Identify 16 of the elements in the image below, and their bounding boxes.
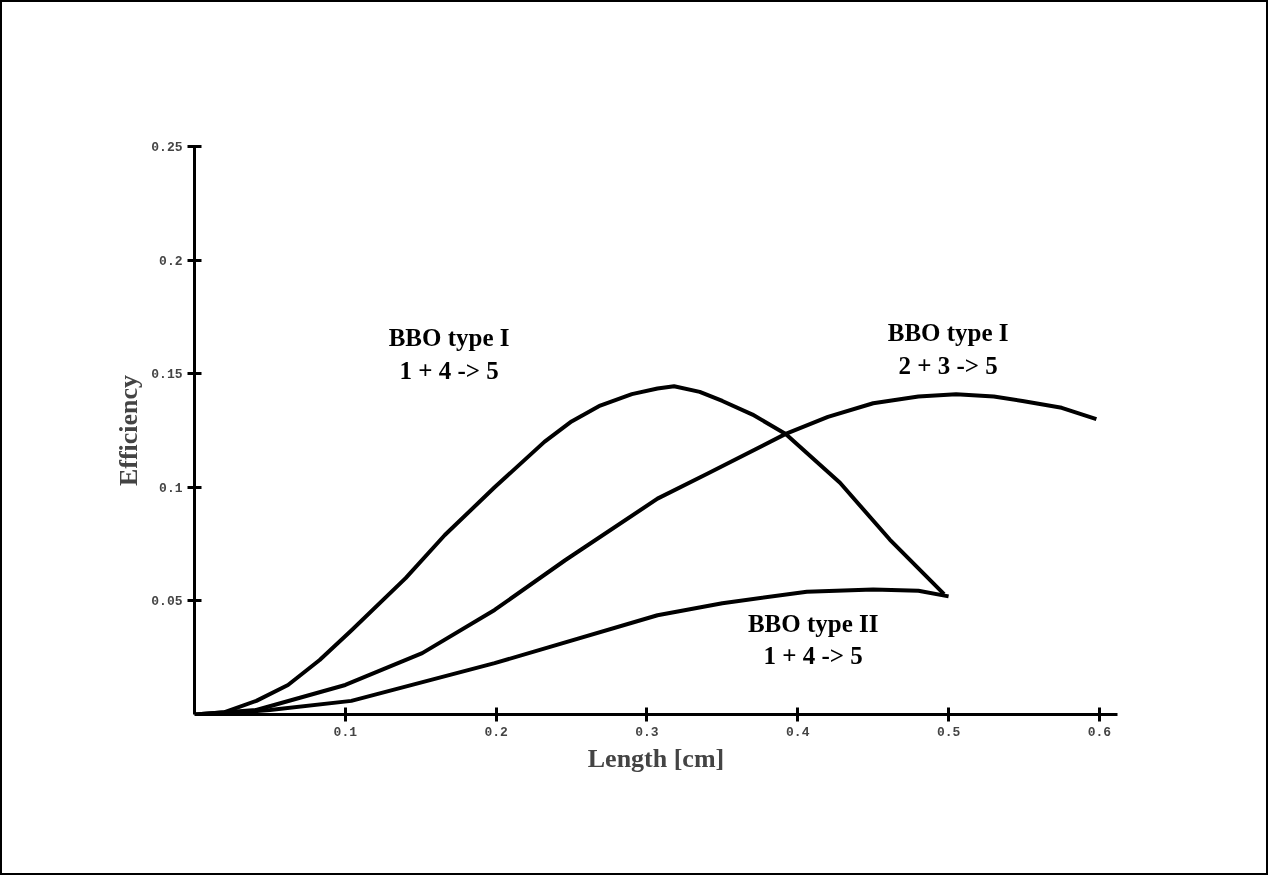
y-tick-label: 0.25: [151, 140, 183, 155]
x-tick-label: 0.6: [1087, 724, 1112, 740]
x-tick-label: 0.4: [786, 724, 810, 740]
y-tick-label: 0.05: [151, 594, 183, 610]
y-tick-label: 0.15: [151, 367, 183, 383]
y-axis-title: Efficiency: [114, 374, 144, 487]
x-tick-label: 0.2: [484, 724, 509, 740]
series-label: BBO type I 2 + 3 -> 5: [887, 319, 1009, 379]
y-tick-label: 0.2: [159, 253, 183, 269]
x-tick-label: 0.1: [333, 724, 358, 740]
x-axis-title: Length [cm]: [587, 743, 725, 773]
text: BBO type I 1 + 4 -> 5: [388, 324, 510, 384]
y-tick-label: 0.1: [159, 480, 183, 496]
x-tick-label: 0.3: [635, 724, 659, 740]
x-tick-label: 0.5: [936, 724, 961, 740]
series-label: BBO type II 1 + 4 -> 5: [747, 609, 879, 670]
